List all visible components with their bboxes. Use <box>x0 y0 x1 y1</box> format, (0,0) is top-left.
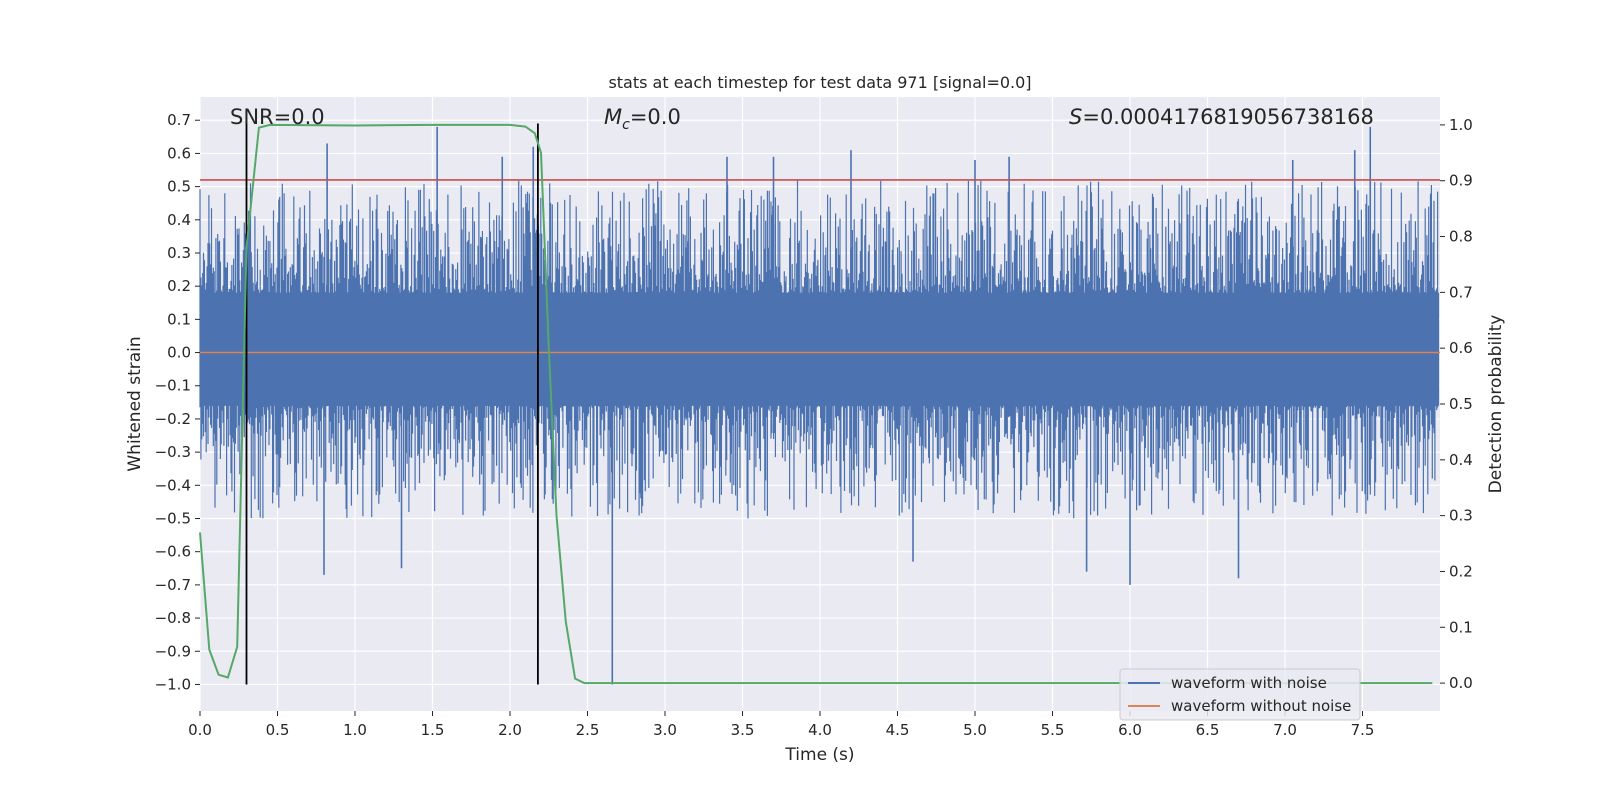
y2-tick-label-4: 0.6 <box>1449 339 1473 357</box>
y2-axis-label: Detection probability <box>1486 315 1506 494</box>
x-tick-label-2: 1.0 <box>343 721 367 739</box>
legend-label-with-noise: waveform with noise <box>1171 674 1327 692</box>
y-axis-label: Whitened strain <box>125 336 145 471</box>
y2-tick-label-1: 0.9 <box>1449 172 1473 190</box>
x-tick-label-4: 2.0 <box>498 721 522 739</box>
y-tick-label-11: −0.4 <box>155 476 191 494</box>
y2-tick-label-2: 0.8 <box>1449 228 1473 246</box>
x-tick-label-12: 6.0 <box>1118 721 1142 739</box>
y-tick-label-16: −0.9 <box>155 642 191 660</box>
noise-core-band <box>200 292 1439 406</box>
y-tick-label-17: −1.0 <box>155 675 191 693</box>
y2-tick-label-8: 0.2 <box>1449 562 1473 580</box>
y2-tick-label-0: 1.0 <box>1449 116 1473 134</box>
y2-tick-label-3: 0.7 <box>1449 283 1473 301</box>
noise-series <box>199 126 1440 685</box>
y2-tick-label-10: 0.0 <box>1449 674 1473 692</box>
ticks-layer: 0.0 0.5 1.0 1.5 2.0 2.5 3.0 3.5 4.0 4.5 5.0 5.5 6.0 6… <box>155 111 1473 739</box>
mc-annotation: Mc=0.0 <box>604 105 681 133</box>
y-tick-label-6: 0.1 <box>167 310 191 328</box>
legend: waveform with noise waveform without noi… <box>1119 668 1361 721</box>
y-tick-label-13: −0.6 <box>155 543 191 561</box>
x-axis-label: Time (s) <box>784 745 854 765</box>
s-value: =0.0004176819056738168 <box>1082 105 1374 129</box>
s-annotation: S=0.0004176819056738168 <box>1069 105 1374 129</box>
x-tick-label-6: 3.0 <box>653 721 677 739</box>
x-tick-label-14: 7.0 <box>1273 721 1297 739</box>
y-tick-label-10: −0.3 <box>155 443 191 461</box>
y-tick-label-0: 0.7 <box>167 111 191 129</box>
chart-title: stats at each timestep for test data 971… <box>608 73 1031 92</box>
x-tick-label-3: 1.5 <box>421 721 445 739</box>
x-tick-label-11: 5.5 <box>1041 721 1065 739</box>
y2-tick-label-9: 0.1 <box>1449 618 1473 636</box>
y-tick-label-8: −0.1 <box>155 377 191 395</box>
x-tick-label-8: 4.0 <box>808 721 832 739</box>
x-tick-label-5: 2.5 <box>576 721 600 739</box>
legend-label-without-noise: waveform without noise <box>1171 697 1351 715</box>
x-tick-label-15: 7.5 <box>1351 721 1375 739</box>
y2-tick-label-7: 0.3 <box>1449 507 1473 525</box>
x-tick-label-1: 0.5 <box>266 721 290 739</box>
y2-tick-label-5: 0.5 <box>1449 395 1473 413</box>
y-tick-label-12: −0.5 <box>155 510 191 528</box>
y-tick-label-7: 0.0 <box>167 344 191 362</box>
x-tick-label-9: 4.5 <box>886 721 910 739</box>
s-symbol: S <box>1069 105 1082 129</box>
detection-probability-line <box>199 123 1433 685</box>
snr-annotation: SNR=0.0 <box>230 105 325 129</box>
y-tick-label-14: −0.7 <box>155 576 191 594</box>
y-tick-label-1: 0.6 <box>167 144 191 162</box>
lines-layer <box>199 123 1440 685</box>
x-tick-label-0: 0.0 <box>188 721 212 739</box>
legend-box <box>1119 668 1361 721</box>
x-tick-label-13: 6.5 <box>1196 721 1220 739</box>
y-tick-label-4: 0.3 <box>167 244 191 262</box>
y-tick-label-2: 0.5 <box>167 178 191 196</box>
mc-symbol: M <box>604 105 622 129</box>
y-tick-label-15: −0.8 <box>155 609 191 627</box>
mc-value: =0.0 <box>630 105 681 129</box>
y-tick-label-9: −0.2 <box>155 410 191 428</box>
mc-subscript: c <box>622 117 630 133</box>
x-tick-label-10: 5.0 <box>963 721 987 739</box>
y-tick-label-3: 0.4 <box>167 211 191 229</box>
y2-tick-label-6: 0.4 <box>1449 451 1473 469</box>
x-tick-label-7: 3.5 <box>731 721 755 739</box>
y-tick-label-5: 0.2 <box>167 277 191 295</box>
